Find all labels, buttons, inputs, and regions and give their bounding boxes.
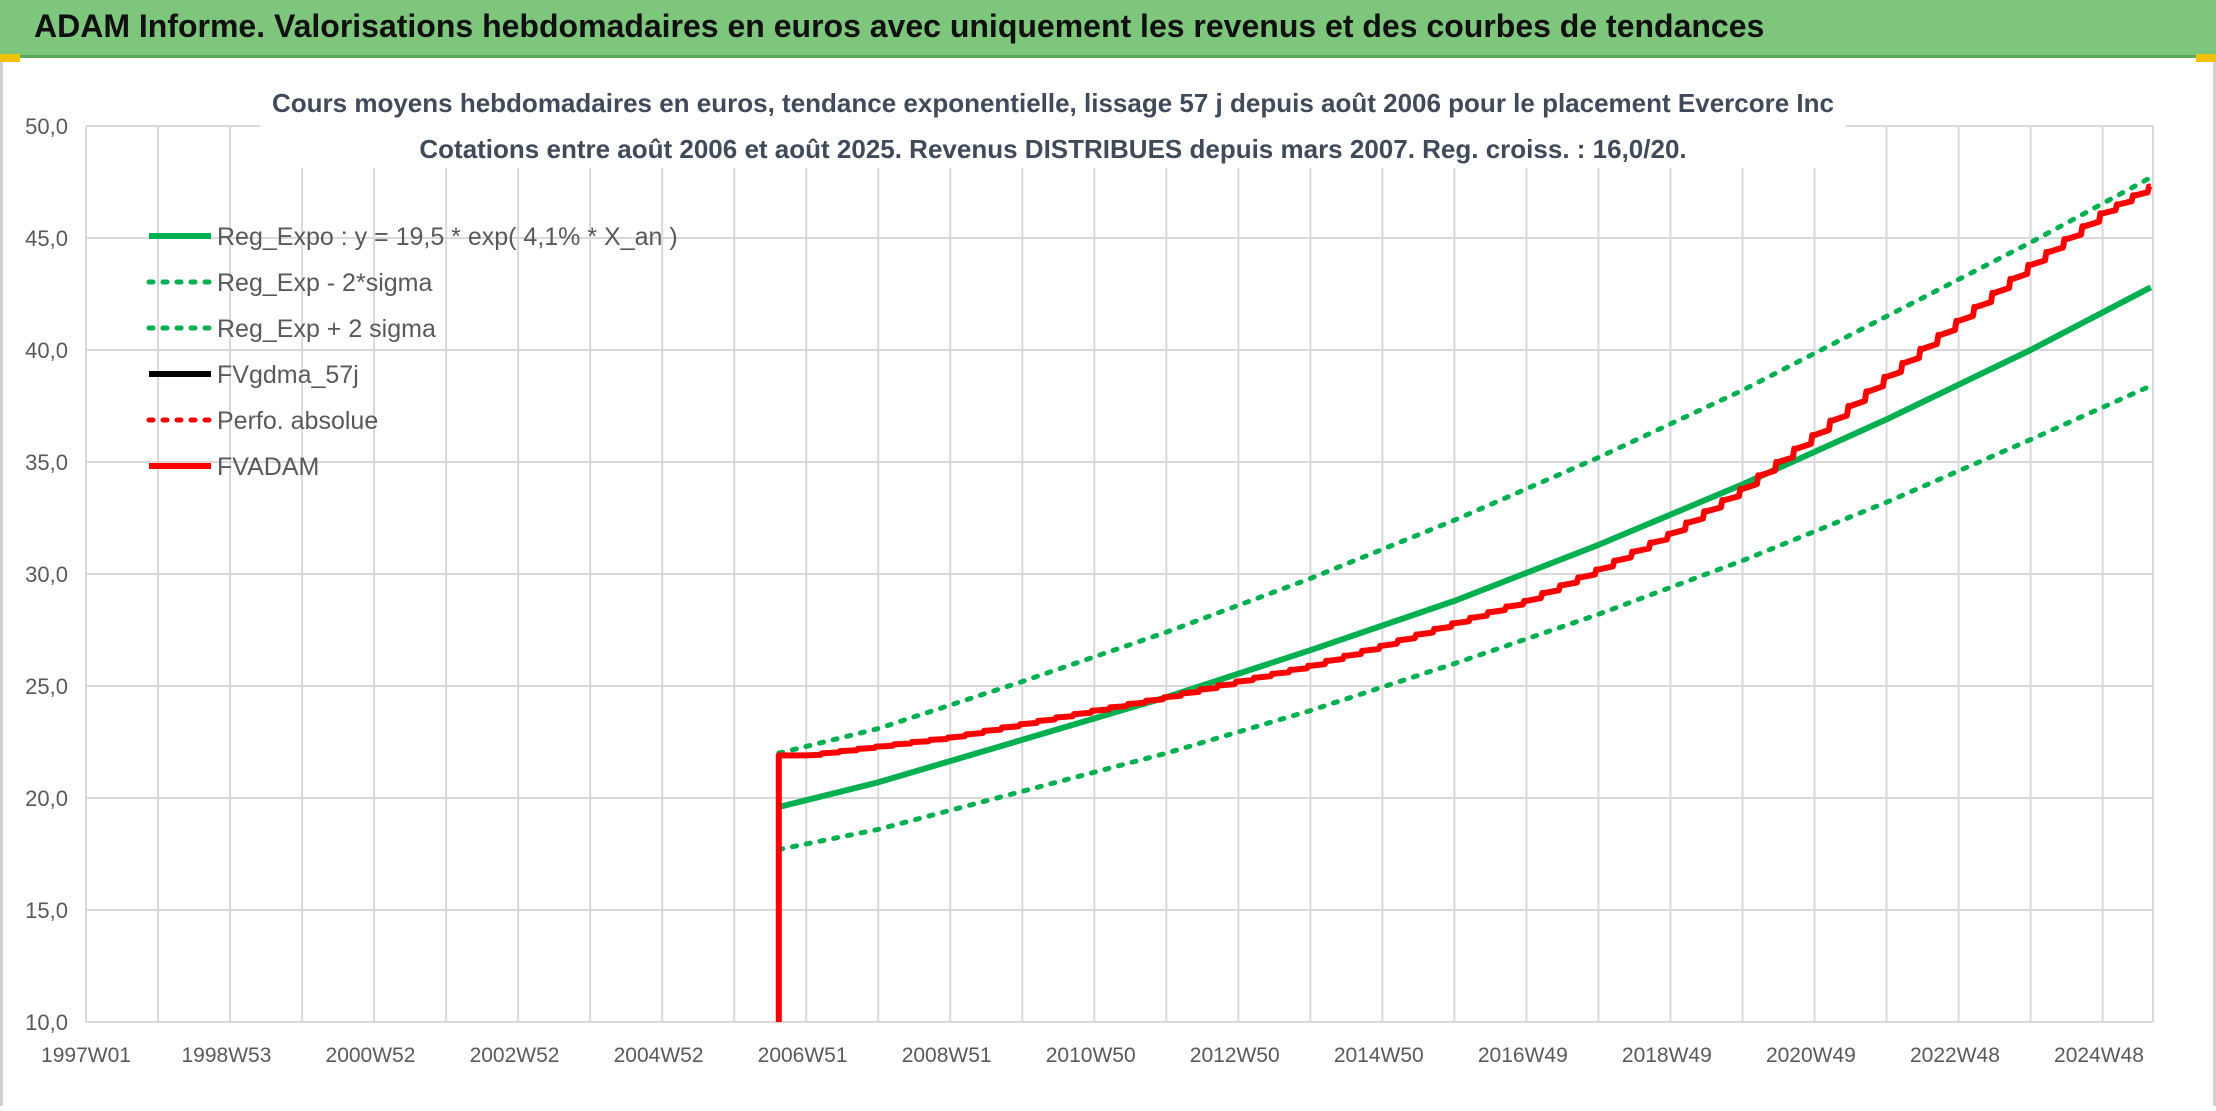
line-chart: 10,0 15,0 20,0 25,0 30,0 35,0 40,0 45,0 50,0 199… [25, 84, 2154, 1067]
x-tick-label: 2008W51 [902, 1044, 992, 1067]
series-line-0 [778, 284, 2153, 810]
series-line-2 [776, 175, 2154, 756]
series-line-5 [775, 183, 2153, 1022]
x-tick-label: 2002W52 [470, 1044, 560, 1067]
y-tick-label: 50,0 [25, 114, 68, 139]
x-tick-label: 2006W51 [758, 1044, 848, 1067]
x-tick-label: 1997W01 [41, 1044, 131, 1067]
x-axis: 1997W01 1998W53 2000W52 2002W52 2004W52 2006W… [41, 1044, 2144, 1067]
x-tick-label: 1998W53 [181, 1044, 271, 1067]
y-tick-label: 20,0 [25, 786, 68, 811]
chart-area: 10,0 15,0 20,0 25,0 30,0 35,0 40,0 45,0 50,0 199… [0, 62, 2216, 1106]
x-tick-label: 2004W52 [614, 1044, 704, 1067]
x-tick-label: 2014W50 [1334, 1044, 1424, 1067]
legend-label-4: Perfo. absolue [217, 407, 378, 435]
legend-label-2: Reg_Exp + 2 sigma [217, 315, 436, 343]
x-tick-label: 2022W48 [1910, 1044, 2000, 1067]
report-title: ADAM Informe. Valorisations hebdomadaire… [34, 8, 1765, 44]
corner-marker-right [2196, 54, 2216, 62]
legend-label-5: FVADAM [217, 453, 319, 481]
chart-title: Cours moyens hebdomadaires en euros, ten… [272, 88, 1834, 118]
chart-title-background [260, 84, 1846, 168]
y-tick-label: 25,0 [25, 674, 68, 699]
y-tick-label: 30,0 [25, 562, 68, 587]
chart-series [775, 175, 2154, 1022]
y-tick-label: 35,0 [25, 450, 68, 475]
chart-title-group: Cours moyens hebdomadaires en euros, ten… [260, 84, 1846, 168]
report-header: ADAM Informe. Valorisations hebdomadaire… [0, 0, 2216, 58]
series-line-1 [776, 383, 2154, 852]
x-tick-label: 2012W50 [1190, 1044, 1280, 1067]
legend-label-0: Reg_Expo : y = 19,5 * exp( 4,1% * X_an ) [217, 223, 678, 251]
chart-subtitle: Cotations entre août 2006 et août 2025. … [419, 134, 1686, 164]
y-tick-label: 45,0 [25, 226, 68, 251]
x-tick-label: 2016W49 [1478, 1044, 1568, 1067]
legend-label-3: FVgdma_57j [217, 361, 359, 389]
legend-label-1: Reg_Exp - 2*sigma [217, 269, 432, 297]
chart-legend: Reg_Expo : y = 19,5 * exp( 4,1% * X_an )… [146, 223, 678, 481]
x-tick-label: 2000W52 [326, 1044, 416, 1067]
y-tick-label: 40,0 [25, 338, 68, 363]
x-tick-label: 2018W49 [1622, 1044, 1712, 1067]
x-tick-label: 2010W50 [1046, 1044, 1136, 1067]
x-tick-label: 2024W48 [2054, 1044, 2144, 1067]
y-axis: 10,0 15,0 20,0 25,0 30,0 35,0 40,0 45,0 50,0 [25, 114, 68, 1035]
x-tick-label: 2020W49 [1766, 1044, 1856, 1067]
y-tick-label: 10,0 [25, 1010, 68, 1035]
corner-marker-left [0, 54, 20, 62]
chart-grid [85, 125, 2154, 1023]
y-tick-label: 15,0 [25, 898, 68, 923]
